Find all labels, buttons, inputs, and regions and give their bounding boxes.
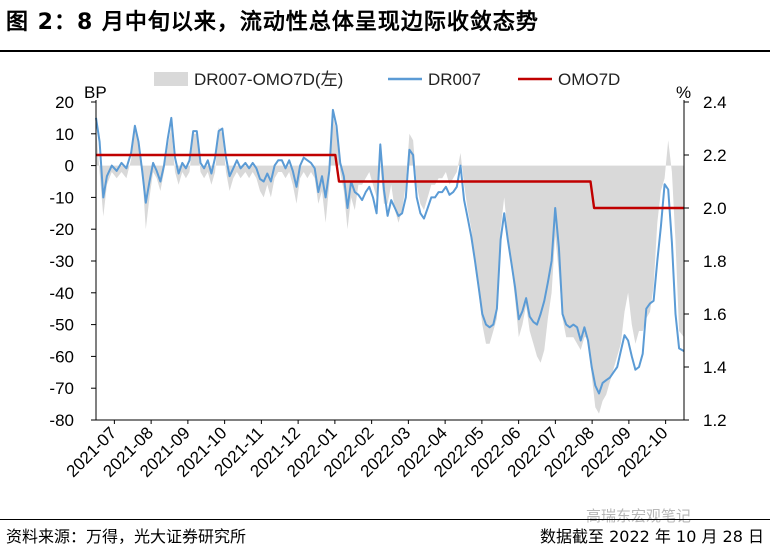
right-tick-label: 2.0 <box>703 199 727 218</box>
right-tick-label: 2.2 <box>703 146 727 165</box>
right-tick-label: 1.6 <box>703 305 727 324</box>
legend-label: DR007-OMO7D(左) <box>194 70 343 89</box>
legend: DR007-OMO7D(左) DR007 OMO7D <box>154 70 620 89</box>
left-tick-label: -60 <box>49 347 74 366</box>
left-tick-label: 10 <box>55 125 74 144</box>
left-tick-label: -40 <box>49 284 74 303</box>
left-tick-label: 20 <box>55 93 74 112</box>
legend-label: OMO7D <box>558 70 620 89</box>
left-tick-label: -80 <box>49 411 74 430</box>
watermark: 高瑞东宏观笔记 <box>586 507 692 525</box>
left-tick-label: -20 <box>49 220 74 239</box>
series-area-dr007-omo7d <box>96 114 684 414</box>
footer-rule <box>0 519 770 520</box>
right-tick-label: 1.2 <box>703 411 727 430</box>
axes: 20 10 0 -10 -20 -30 -40 -50 -60 -70 -80 2.4 2.2 2.0 1.… <box>49 83 726 481</box>
right-axis-unit: % <box>676 83 691 102</box>
left-tick-label: -70 <box>49 379 74 398</box>
left-tick-label: 0 <box>65 157 74 176</box>
source-note: 资料来源：万得，光大证券研究所 <box>6 527 247 546</box>
series-line-omo7d <box>96 153 684 210</box>
right-tick-label: 1.8 <box>703 252 727 271</box>
left-tick-label: -30 <box>49 252 74 271</box>
series-line-dr007 <box>95 108 685 395</box>
left-axis-unit: BP <box>84 83 107 102</box>
legend-swatch-area <box>154 72 188 86</box>
legend-label: DR007 <box>428 70 481 89</box>
left-tick-label: -50 <box>49 316 74 335</box>
title-rule <box>0 50 770 52</box>
chart-title: 图 2：8 月中旬以来，流动性总体呈现边际收敛态势 <box>6 10 539 35</box>
data-cutoff-note: 数据截至 2022 年 10 月 28 日 <box>540 527 764 546</box>
right-tick-label: 2.4 <box>703 93 727 112</box>
right-tick-label: 1.4 <box>703 358 727 377</box>
plot-area <box>95 108 685 414</box>
left-tick-label: -10 <box>49 188 74 207</box>
